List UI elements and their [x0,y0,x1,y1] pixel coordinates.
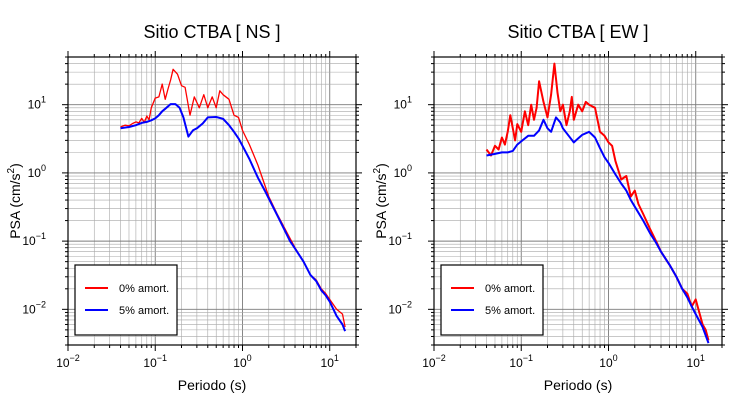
x-tick-label: 101 [687,353,705,370]
legend-box [440,264,544,336]
chart-panel-ew: 10−2 10−1 100 101 10−2 10−1 100 101 Sitio CTBA [… [372,22,728,393]
y-tick-label: 101 [28,95,46,112]
y-tick-label: 10−2 [22,299,46,316]
x-tick-label: 101 [321,353,339,370]
chart-title: Sitio CTBA [ EW ] [507,22,648,42]
series-line-amort-5 [486,116,710,344]
legend-label: 0% amort. [485,283,535,295]
y-tick-label: 101 [394,95,412,112]
x-tick-label: 10−1 [509,353,533,370]
x-tick-label: 100 [599,353,617,370]
legend: 0% amort. 5% amort. [440,264,544,336]
legend: 0% amort. 5% amort. [74,264,178,336]
y-tick-label: 10−2 [388,299,412,316]
x-tick-label: 100 [233,353,251,370]
x-tick-label: 10−2 [56,353,80,370]
y-tick-label: 100 [28,163,46,180]
x-tick-label: 10−1 [143,353,167,370]
legend-label: 5% amort. [485,305,535,317]
chart-title: Sitio CTBA [ NS ] [143,22,280,42]
x-axis-label: Periodo (s) [544,377,612,393]
plot-frame [67,56,357,346]
y-tick-label: 100 [394,163,412,180]
y-tick-label: 10−1 [22,231,46,248]
series-line-amort-5 [120,103,347,332]
x-tick-label: 10−2 [422,353,446,370]
x-axis-label: Periodo (s) [178,377,246,393]
y-axis-label: PSA (cm/s2) [6,163,23,239]
y-tick-label: 10−1 [388,231,412,248]
y-axis-label: PSA (cm/s2) [372,163,389,239]
legend-label: 0% amort. [119,283,169,295]
legend-label: 5% amort. [119,305,169,317]
chart-panel-ns: 10−2 10−1 100 101 10−2 10−1 100 101 Sitio CTBA [… [6,22,362,393]
plot-frame [433,56,723,346]
grid [68,57,356,345]
legend-box [74,264,178,336]
